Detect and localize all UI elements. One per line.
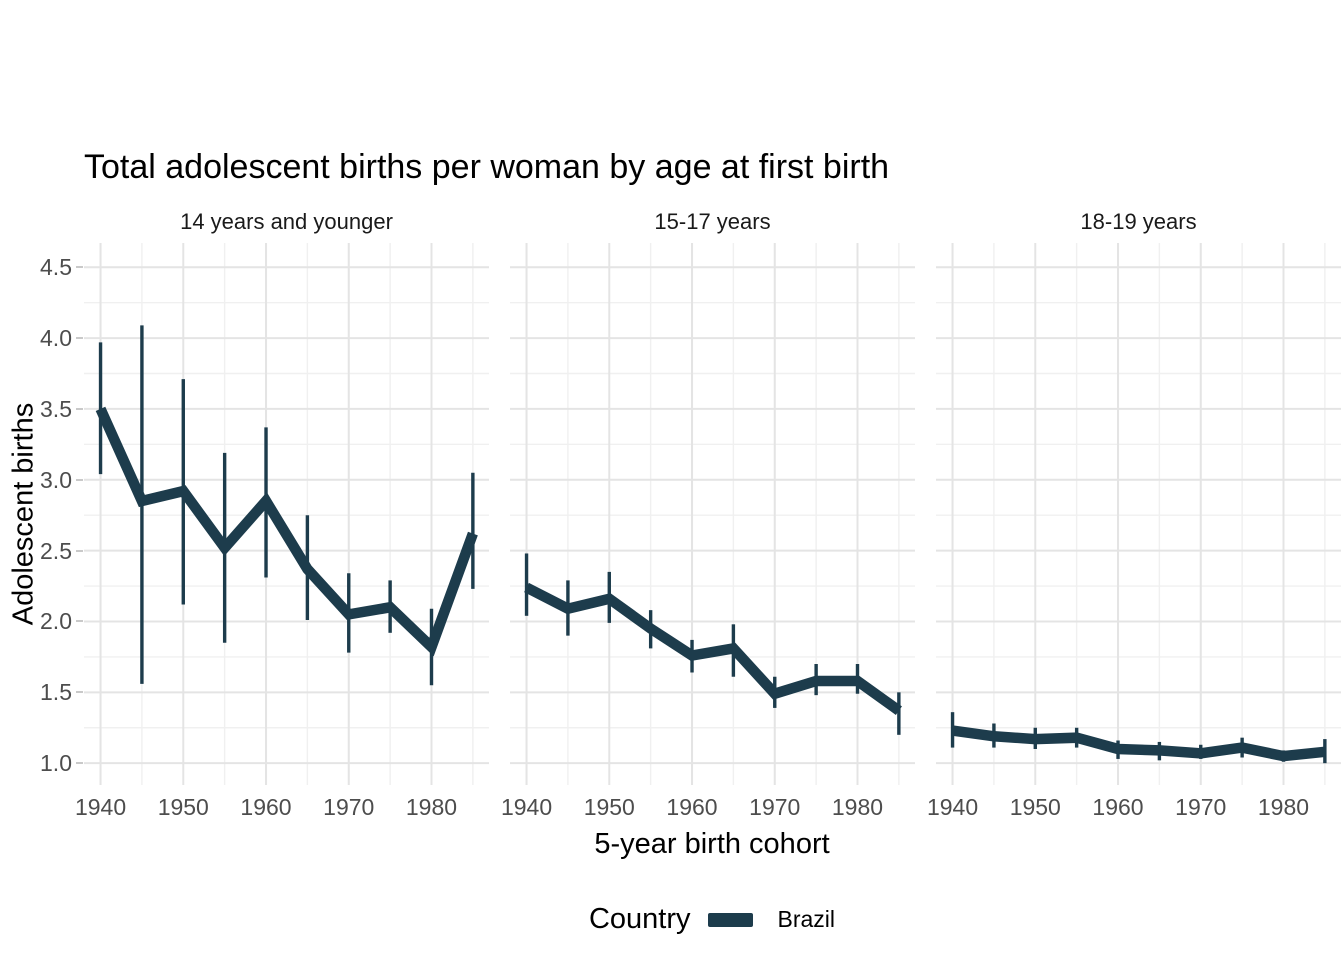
x-tick-label: 1980: [405, 794, 458, 820]
x-tick-label: 1980: [1257, 794, 1310, 820]
y-axis-tick-mark: [76, 478, 83, 481]
y-tick-label: 1.5: [40, 679, 72, 706]
y-tick-label: 1.0: [40, 750, 72, 777]
x-tick-label: 1940: [500, 794, 553, 820]
x-tick-label: 1970: [749, 794, 801, 820]
y-tick-label: 3.0: [40, 466, 72, 493]
x-tick-label: 1950: [157, 794, 209, 820]
legend-title: Country: [588, 903, 691, 935]
x-tick-label: 1960: [240, 794, 292, 820]
x-tick-label: 1970: [323, 794, 375, 820]
y-axis-tick-mark: [76, 337, 83, 340]
facet-panel: [936, 243, 1341, 785]
y-axis-tick-mark: [76, 266, 83, 269]
y-axis-tick-mark: [76, 620, 83, 623]
y-axis-title: Adolescent births: [7, 402, 40, 626]
x-tick-label: 1950: [1009, 794, 1061, 820]
y-tick-label: 2.0: [40, 608, 72, 635]
x-tick-label: 1950: [583, 794, 635, 820]
legend: Country Brazil: [80, 903, 1344, 936]
y-tick-label: 3.5: [40, 395, 72, 422]
y-tick-label: 4.0: [40, 325, 72, 352]
series-line-brazil: [524, 582, 902, 715]
x-tick-label: 1980: [831, 794, 884, 820]
legend-swatch-brazil-line: [707, 912, 753, 927]
series-line-brazil: [95, 406, 478, 657]
y-tick-label: 2.5: [40, 537, 72, 564]
facet-strip-label: 14 years and younger: [180, 209, 393, 234]
y-axis-tick-mark: [76, 762, 83, 765]
x-tick-label: 1960: [666, 794, 718, 820]
facet-strip-label: 18-19 years: [1080, 209, 1197, 234]
x-tick-label: 1940: [74, 794, 127, 820]
y-axis-tick-mark: [76, 549, 83, 552]
legend-label-brazil: Brazil: [777, 906, 836, 932]
x-axis-title: 5-year birth cohort: [594, 828, 830, 860]
y-axis-tick-mark: [76, 691, 83, 694]
x-tick-label: 1960: [1092, 794, 1144, 820]
chart-title: Total adolescent births per woman by age…: [84, 148, 890, 186]
y-tick-label: 4.5: [40, 254, 72, 281]
x-tick-label: 1970: [1175, 794, 1227, 820]
x-tick-label: 1940: [926, 794, 979, 820]
facet-panel: [84, 243, 489, 785]
y-axis-tick-mark: [76, 407, 83, 410]
facet-strip-label: 15-17 years: [654, 209, 771, 234]
series-line-brazil: [951, 725, 1326, 762]
facet-panel: [510, 243, 915, 785]
